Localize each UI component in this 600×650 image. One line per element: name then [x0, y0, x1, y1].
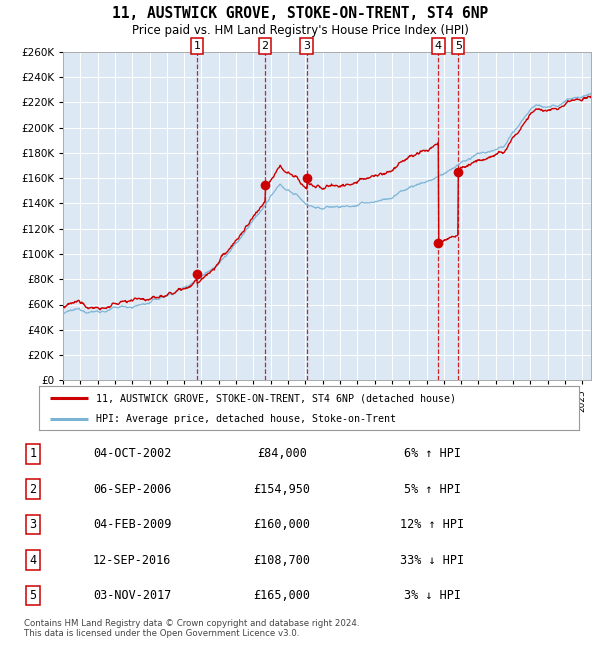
- Text: 11, AUSTWICK GROVE, STOKE-ON-TRENT, ST4 6NP (detached house): 11, AUSTWICK GROVE, STOKE-ON-TRENT, ST4 …: [96, 393, 456, 404]
- Text: 6% ↑ HPI: 6% ↑ HPI: [404, 447, 461, 460]
- Text: 2: 2: [29, 483, 37, 496]
- Text: 12-SEP-2016: 12-SEP-2016: [93, 554, 171, 567]
- Text: £84,000: £84,000: [257, 447, 307, 460]
- Text: 5: 5: [455, 41, 462, 51]
- Text: 5% ↑ HPI: 5% ↑ HPI: [404, 483, 461, 496]
- Text: 1: 1: [194, 41, 200, 51]
- Text: 12% ↑ HPI: 12% ↑ HPI: [400, 518, 464, 531]
- Text: 3: 3: [303, 41, 310, 51]
- Text: 5: 5: [29, 589, 37, 602]
- Text: 2: 2: [262, 41, 269, 51]
- Text: £108,700: £108,700: [254, 554, 311, 567]
- Text: £154,950: £154,950: [254, 483, 311, 496]
- Text: 1: 1: [29, 447, 37, 460]
- Text: 11, AUSTWICK GROVE, STOKE-ON-TRENT, ST4 6NP: 11, AUSTWICK GROVE, STOKE-ON-TRENT, ST4 …: [112, 6, 488, 21]
- Text: 3% ↓ HPI: 3% ↓ HPI: [404, 589, 461, 602]
- Text: 04-OCT-2002: 04-OCT-2002: [93, 447, 171, 460]
- Text: 06-SEP-2006: 06-SEP-2006: [93, 483, 171, 496]
- Text: 33% ↓ HPI: 33% ↓ HPI: [400, 554, 464, 567]
- Text: £165,000: £165,000: [254, 589, 311, 602]
- Text: Price paid vs. HM Land Registry's House Price Index (HPI): Price paid vs. HM Land Registry's House …: [131, 24, 469, 37]
- Text: Contains HM Land Registry data © Crown copyright and database right 2024.
This d: Contains HM Land Registry data © Crown c…: [24, 619, 359, 638]
- Text: HPI: Average price, detached house, Stoke-on-Trent: HPI: Average price, detached house, Stok…: [96, 414, 396, 424]
- Text: 4: 4: [435, 41, 442, 51]
- Text: 4: 4: [29, 554, 37, 567]
- Text: £160,000: £160,000: [254, 518, 311, 531]
- Text: 03-NOV-2017: 03-NOV-2017: [93, 589, 171, 602]
- Text: 04-FEB-2009: 04-FEB-2009: [93, 518, 171, 531]
- Text: 3: 3: [29, 518, 37, 531]
